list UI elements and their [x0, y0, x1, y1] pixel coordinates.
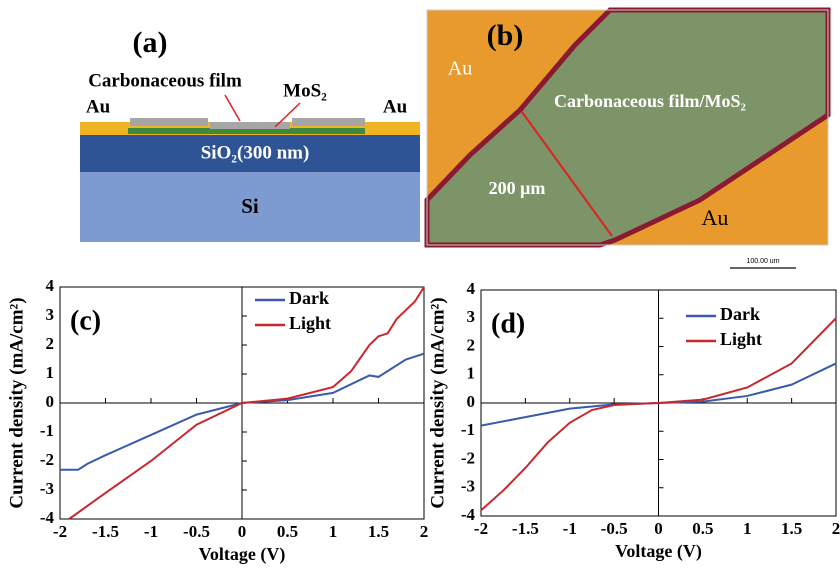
x-axis-label: Voltage (V)	[199, 544, 286, 565]
film	[130, 118, 208, 126]
x-tick-label: 1.5	[368, 522, 389, 541]
mos2-layer	[128, 128, 365, 134]
x-tick-label: 0	[654, 519, 663, 538]
y-tick-label: 0	[46, 392, 55, 411]
legend-label: Dark	[289, 288, 329, 308]
x-tick-label: 0	[238, 522, 247, 541]
series-line	[60, 352, 425, 471]
x-tick-label: 1.5	[781, 519, 802, 538]
x-tick-label: -1	[144, 522, 158, 541]
x-tick-label: -1.5	[92, 522, 119, 541]
y-tick-label: -4	[461, 505, 476, 524]
panel-label: (a)	[133, 26, 168, 59]
x-tick-label: -1	[563, 519, 577, 538]
film	[292, 118, 365, 126]
x-tick-label: -2	[474, 519, 488, 538]
film	[210, 122, 290, 129]
series-line	[480, 317, 837, 512]
sio2-layer	[80, 135, 420, 172]
legend-label: Light	[289, 313, 331, 333]
y-tick-label: -1	[461, 420, 475, 439]
scale-label: 100.00 um	[746, 258, 779, 265]
legend-label: Dark	[720, 304, 760, 324]
y-tick-label: -2	[461, 448, 475, 467]
y-tick-label: 2	[46, 334, 55, 353]
x-tick-label: 2	[420, 522, 429, 541]
x-tick-label: -1.5	[512, 519, 539, 538]
y-tick-label: -1	[40, 421, 54, 440]
label: Au	[86, 96, 111, 117]
label: SiO₂(300 nm)	[201, 142, 310, 163]
y-tick-label: -2	[40, 450, 54, 469]
legend-label: Light	[720, 329, 762, 349]
x-axis-label: Voltage (V)	[615, 541, 702, 562]
label: Carbonaceous film/MoS₂	[554, 91, 746, 111]
x-tick-label: 1	[329, 522, 338, 541]
micrograph: (b) Au Carbonaceous film/MoS₂ 200 μm Au …	[424, 7, 831, 269]
label: 200 μm	[489, 178, 546, 198]
y-tick-label: -3	[461, 477, 475, 496]
schematic: (a) Carbonaceous film MoS₂ Au Au SiO₂(30…	[80, 26, 420, 242]
y-tick-label: 1	[46, 363, 55, 382]
panel-label: (c)	[70, 305, 101, 336]
label: Au	[383, 96, 408, 117]
y-tick-label: 4	[467, 279, 476, 298]
y-tick-label: 4	[46, 276, 55, 295]
y-tick-label: 2	[467, 335, 476, 354]
panel-label: (d)	[491, 308, 525, 339]
x-tick-label: 0.5	[277, 522, 298, 541]
arrow	[274, 102, 301, 128]
y-axis-label: Current density (mA/cm²)	[427, 297, 448, 508]
x-tick-label: -0.5	[601, 519, 628, 538]
si-layer	[80, 172, 420, 242]
frame	[426, 9, 829, 246]
label: Carbonaceous film	[88, 70, 242, 91]
y-tick-label: 3	[467, 307, 476, 326]
series-line	[68, 286, 425, 520]
label: Si	[241, 194, 259, 218]
x-tick-label: -2	[53, 522, 67, 541]
y-tick-label: 1	[467, 364, 476, 383]
x-tick-label: 0.5	[692, 519, 713, 538]
x-tick-label: -0.5	[183, 522, 210, 541]
arrow	[224, 94, 241, 122]
x-tick-label: 2	[832, 519, 840, 538]
y-tick-label: 0	[467, 392, 476, 411]
label: Au	[448, 58, 472, 80]
x-tick-label: 1	[743, 519, 752, 538]
panel-label: (b)	[487, 19, 524, 52]
arrow	[521, 111, 613, 237]
label: MoS₂	[283, 80, 327, 101]
y-tick-label: -4	[40, 508, 55, 527]
label: Au	[702, 205, 729, 230]
y-tick-label: -3	[40, 479, 54, 498]
y-axis-label: Current density (mA/cm²)	[6, 297, 27, 508]
y-tick-label: 3	[46, 305, 55, 324]
